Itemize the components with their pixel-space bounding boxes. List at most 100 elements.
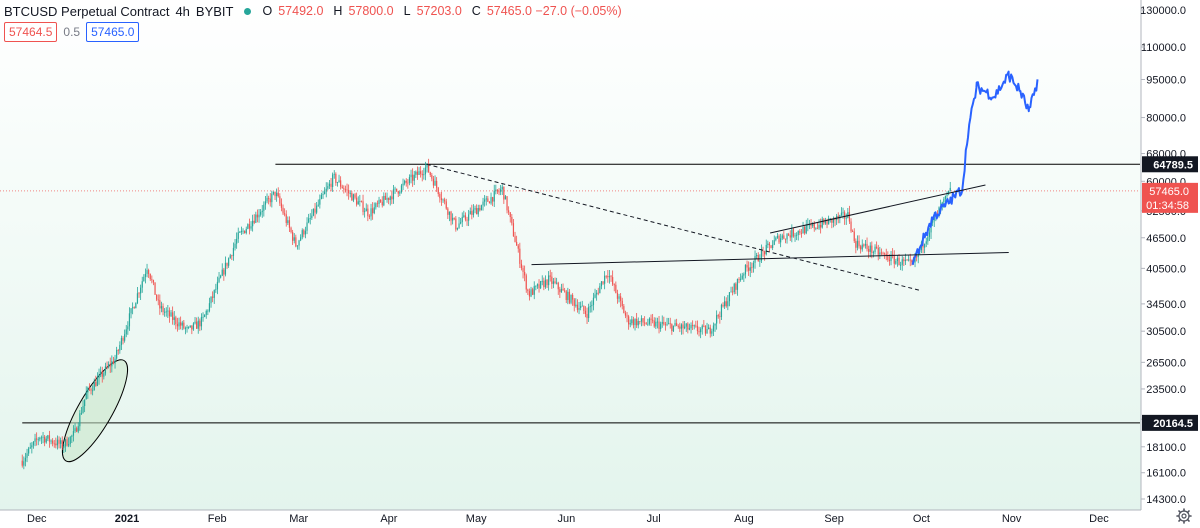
- sell-price-button[interactable]: 57464.5: [4, 22, 58, 42]
- candle-body: [797, 230, 799, 235]
- candle-body: [877, 248, 879, 255]
- candle-body: [613, 284, 615, 286]
- candle-body: [722, 304, 724, 307]
- candle-body: [162, 306, 164, 312]
- candle-body: [872, 251, 875, 253]
- candle-body: [298, 240, 300, 246]
- candle-body: [903, 259, 905, 262]
- candle-body: [324, 191, 326, 195]
- candle-body: [732, 291, 734, 293]
- candle-body: [476, 208, 478, 215]
- candle-body: [850, 221, 852, 232]
- candle-body: [887, 254, 889, 260]
- candle-body: [106, 366, 108, 368]
- candle-body: [764, 251, 766, 255]
- candle-body: [540, 281, 542, 289]
- candle-body: [93, 381, 95, 391]
- candle-body: [757, 255, 759, 262]
- candle-body: [29, 447, 31, 449]
- candle-body: [176, 323, 179, 327]
- candle-body: [234, 243, 236, 248]
- candle-body: [221, 269, 223, 276]
- candle-body: [740, 278, 742, 280]
- candle-body: [87, 387, 89, 393]
- candle-body: [404, 180, 406, 184]
- candle-body: [562, 288, 564, 291]
- x-tick-label: Feb: [208, 513, 227, 525]
- candle-body: [749, 267, 751, 271]
- candle-body: [416, 171, 419, 175]
- candle-body: [909, 259, 911, 261]
- candle-body: [228, 258, 230, 266]
- price-axis[interactable]: 130000.0110000.095000.080000.068000.0600…: [1140, 0, 1200, 510]
- candle-body: [170, 312, 172, 317]
- candle-body: [621, 300, 623, 307]
- candle-body: [588, 307, 590, 319]
- candle-body: [434, 180, 436, 186]
- candle-body: [37, 439, 39, 441]
- candle-body: [735, 283, 737, 290]
- candle-body: [308, 218, 310, 223]
- candle-body: [741, 275, 743, 279]
- gear-icon[interactable]: [1176, 508, 1192, 524]
- candle-body: [512, 223, 515, 237]
- candle-body: [693, 325, 695, 327]
- x-tick-label: May: [466, 513, 487, 525]
- candle-body: [802, 226, 804, 234]
- candle-body: [560, 288, 563, 293]
- candle-body: [346, 189, 348, 191]
- quote-row: 57464.5 0.5 57465.0: [4, 22, 140, 42]
- candle-body: [701, 325, 703, 330]
- candle-body: [655, 321, 657, 327]
- timeframe[interactable]: 4h: [175, 3, 190, 19]
- candle-body: [74, 428, 76, 432]
- candle-body: [210, 296, 212, 304]
- candle-body: [452, 217, 454, 221]
- candle-body: [320, 194, 323, 200]
- candle-body: [165, 311, 167, 313]
- candle-body: [148, 270, 150, 274]
- level-lines-layer: [0, 163, 1140, 424]
- candle-body: [352, 194, 355, 201]
- symbol-name[interactable]: BTCUSD Perpetual Contract: [4, 3, 170, 19]
- candle-body: [840, 212, 843, 216]
- candle-body: [365, 208, 367, 212]
- trendline: [531, 252, 1009, 266]
- candle-body: [727, 301, 729, 307]
- time-axis[interactable]: Dec 2021 Feb Mar Apr May Jun Jul Aug Sep Oct Nov Dec: [0, 509, 1200, 528]
- candle-body: [944, 195, 947, 200]
- spread-value: 0.5: [63, 25, 81, 39]
- candle-body: [884, 253, 886, 255]
- candle-body: [511, 216, 513, 224]
- candle-body: [632, 319, 635, 326]
- y-tick-label: 40500.0: [1146, 263, 1186, 275]
- exchange-name: BYBIT: [195, 3, 234, 19]
- candle-body: [639, 321, 641, 322]
- candle-body: [496, 189, 499, 192]
- candle-body: [794, 235, 796, 237]
- candle-body: [111, 361, 113, 367]
- candle-body: [642, 318, 644, 323]
- candle-body: [431, 175, 433, 179]
- candle-body: [821, 218, 823, 228]
- candle-body: [839, 215, 841, 219]
- trendline: [770, 184, 986, 234]
- candle-body: [708, 327, 710, 330]
- candle-body: [370, 208, 372, 217]
- trendlines-layer: [426, 163, 1009, 292]
- candle-body: [400, 185, 403, 193]
- candle-body: [658, 321, 660, 329]
- candle-body: [399, 192, 401, 194]
- candle-body: [637, 321, 639, 326]
- candle-body: [426, 163, 428, 168]
- candle-body: [237, 232, 239, 239]
- buy-price-button[interactable]: 57465.0: [86, 22, 140, 42]
- candle-body: [492, 197, 494, 202]
- candle-body: [653, 320, 655, 327]
- y-tick-label: 46500.0: [1146, 233, 1186, 245]
- candle-body: [490, 197, 492, 204]
- candle-body: [335, 173, 337, 183]
- candle-body: [831, 218, 833, 223]
- candle-body: [101, 371, 103, 377]
